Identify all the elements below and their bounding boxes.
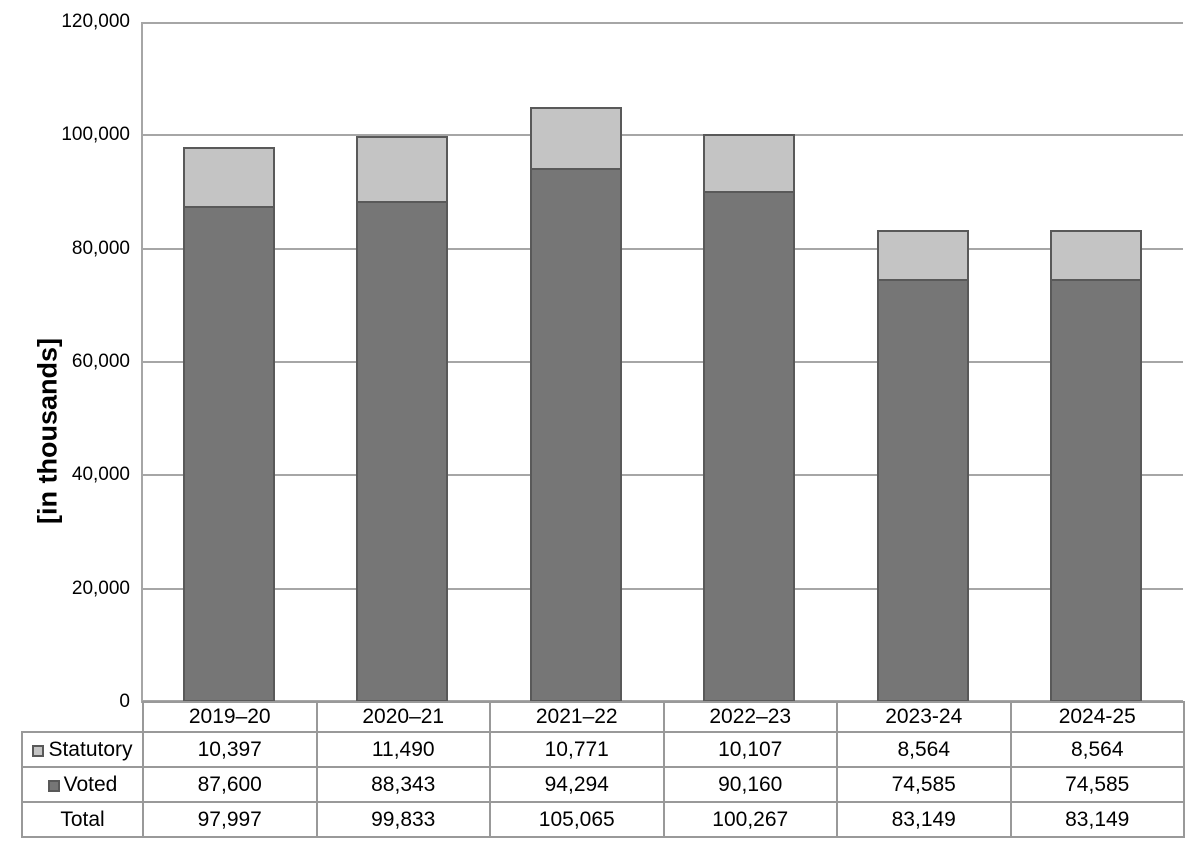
value-cell: 74,585 xyxy=(1009,766,1185,803)
bar-2020–21 xyxy=(356,136,449,702)
table-row-statutory: Statutory 10,397 11,490 10,771 10,107 8,564 8,… xyxy=(21,731,1185,768)
table-body: 2019–20 2020–21 2021–22 2022–23 2023-24 2024-… xyxy=(21,701,1185,838)
y-tick-label: 60,000 xyxy=(71,351,130,372)
bar-2019–20 xyxy=(182,147,275,702)
row-label-cell: Total xyxy=(21,801,144,838)
year-header-cell: 2019–20 xyxy=(142,701,318,733)
y-tick-label: 100,000 xyxy=(61,124,130,146)
value-cell: 10,107 xyxy=(662,731,838,768)
value-cell: 10,397 xyxy=(142,731,318,768)
statutory-swatch-icon xyxy=(32,744,45,757)
value-cell: 105,065 xyxy=(489,801,665,838)
value-cell: 87,600 xyxy=(142,766,318,803)
bar-segment-statutory xyxy=(1052,232,1141,281)
year-header-cell: 2024-25 xyxy=(1009,701,1185,733)
row-label-cell: Statutory xyxy=(21,731,144,768)
gridline xyxy=(142,134,1183,137)
value-cell: 88,343 xyxy=(315,766,491,803)
bar-2024-25 xyxy=(1050,230,1143,702)
voted-swatch-icon xyxy=(47,779,60,792)
year-header-cell: 2020–21 xyxy=(315,701,491,733)
bar-2021–22 xyxy=(529,107,622,702)
bar-segment-statutory xyxy=(184,149,273,208)
value-cell: 11,490 xyxy=(315,731,491,768)
y-tick-label: 40,000 xyxy=(71,464,130,486)
gridline xyxy=(142,361,1183,363)
year-header-cell: 2022–23 xyxy=(662,701,838,733)
year-header-row: 2019–20 2020–21 2021–22 2022–23 2023-24 2024-… xyxy=(22,701,1185,733)
year-header-cell: 2021–22 xyxy=(489,701,665,733)
bar-2022–23 xyxy=(703,134,796,702)
y-tick-label: 0 xyxy=(119,691,130,712)
y-tick-label: 80,000 xyxy=(71,237,130,259)
table-row-total: Total 97,997 99,833 105,065 100,267 83,149 83,… xyxy=(21,801,1185,838)
gridline xyxy=(142,587,1183,590)
gridline xyxy=(142,247,1183,250)
value-cell: 74,585 xyxy=(836,766,1012,803)
bar-segment-statutory xyxy=(531,109,620,170)
value-cell: 83,149 xyxy=(1009,801,1185,838)
table-row-voted: Voted 87,600 88,343 94,294 90,160 74,585 74,58… xyxy=(21,766,1185,803)
value-cell: 10,771 xyxy=(489,731,665,768)
bar-segment-statutory xyxy=(705,136,794,193)
plot-area xyxy=(142,22,1183,702)
gridline xyxy=(142,700,1183,702)
bar-segment-statutory xyxy=(878,232,967,281)
y-tick-label: 20,000 xyxy=(71,577,130,599)
row-label-cell: Voted xyxy=(21,766,144,803)
value-cell: 8,564 xyxy=(1009,731,1185,768)
gridline xyxy=(142,22,1183,24)
value-cell: 100,267 xyxy=(662,801,838,838)
value-cell: 94,294 xyxy=(489,766,665,803)
y-tick-label: 120,000 xyxy=(61,11,130,32)
data-table: 2019–20 2020–21 2021–22 2022–23 2023-24 2024-… xyxy=(21,701,1185,838)
value-cell: 83,149 xyxy=(836,801,1012,838)
value-cell: 90,160 xyxy=(662,766,838,803)
value-cell: 99,833 xyxy=(315,801,491,838)
year-header-cell: 2023-24 xyxy=(836,701,1012,733)
gridline xyxy=(142,474,1183,477)
bar-2023-24 xyxy=(876,230,969,702)
bar-segment-statutory xyxy=(358,138,447,203)
value-cell: 8,564 xyxy=(836,731,1012,768)
value-cell: 97,997 xyxy=(142,801,318,838)
